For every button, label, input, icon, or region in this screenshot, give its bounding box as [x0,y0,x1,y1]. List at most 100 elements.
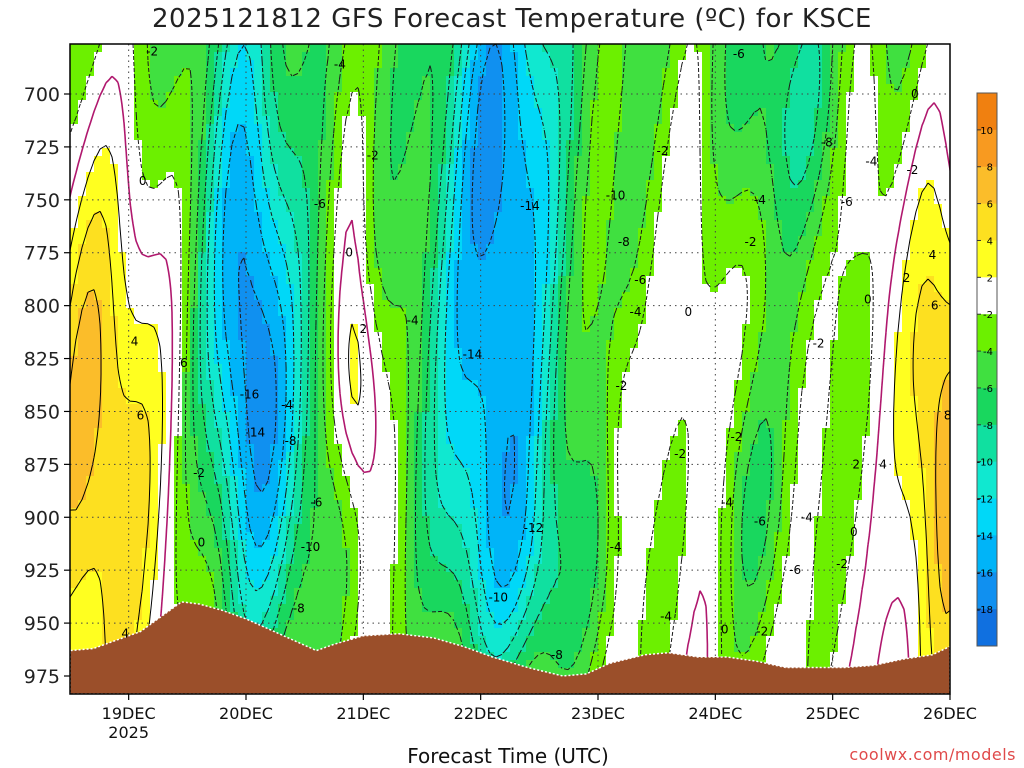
field-cell [622,372,631,381]
field-cell [662,396,671,405]
field-cell [662,244,671,253]
field-cell [566,68,575,77]
field-cell [446,132,455,141]
field-cell [934,68,943,77]
field-cell [934,92,943,101]
field-cell [614,372,623,381]
field-cell [734,316,743,325]
field-cell [214,324,223,333]
field-cell [742,92,751,101]
field-cell [822,396,831,405]
field-cell [422,172,431,181]
field-cell [862,52,871,61]
field-cell [366,228,375,237]
field-cell [398,124,407,133]
field-cell [646,84,655,93]
field-cell [894,244,903,253]
field-cell [182,76,191,85]
field-cell [614,84,623,93]
field-cell [662,172,671,181]
field-cell [926,324,935,333]
field-cell [110,396,119,405]
field-cell [590,388,599,397]
field-cell [398,68,407,77]
field-cell [70,44,79,53]
field-cell [774,364,783,373]
field-cell [102,324,111,333]
field-cell [574,100,583,109]
field-cell [350,276,359,285]
field-cell [894,332,903,341]
field-cell [870,148,879,157]
field-cell [726,316,735,325]
field-cell [678,348,687,357]
field-cell [398,332,407,341]
field-cell [790,308,799,317]
field-cell [86,324,95,333]
field-cell [398,292,407,301]
field-cell [158,52,167,61]
field-cell [454,68,463,77]
field-cell [758,108,767,117]
field-cell [478,364,487,373]
field-cell [526,236,535,245]
field-cell [334,108,343,117]
field-cell [678,76,687,85]
field-cell [910,244,919,253]
field-cell [838,308,847,317]
field-cell [774,284,783,293]
field-cell [318,252,327,261]
field-cell [710,84,719,93]
field-cell [198,140,207,149]
field-cell [486,220,495,229]
field-cell [310,204,319,213]
field-cell [542,92,551,101]
field-cell [190,260,199,269]
field-cell [174,260,183,269]
field-cell [126,124,135,133]
field-cell [230,324,239,333]
field-cell [910,180,919,189]
field-cell [886,276,895,285]
field-cell [822,44,831,53]
field-cell [78,372,87,381]
field-cell [438,380,447,389]
field-cell [270,404,279,413]
field-cell [502,372,511,381]
field-cell [518,164,527,173]
field-cell [726,172,735,181]
field-cell [702,260,711,269]
field-cell [694,348,703,357]
field-cell [702,68,711,77]
field-cell [462,84,471,93]
field-cell [206,356,215,365]
field-cell [86,156,95,165]
field-cell [854,84,863,93]
field-cell [726,156,735,165]
field-cell [334,292,343,301]
field-cell [926,124,935,133]
field-cell [382,316,391,325]
field-cell [142,108,151,117]
field-cell [366,76,375,85]
field-cell [558,76,567,85]
field-cell [902,84,911,93]
field-cell [318,356,327,365]
field-cell [126,180,135,189]
field-cell [630,388,639,397]
field-cell [518,228,527,237]
field-cell [742,300,751,309]
field-cell [78,188,87,197]
field-cell [926,260,935,269]
field-cell [302,388,311,397]
field-cell [726,348,735,357]
field-cell [70,148,79,157]
field-cell [574,364,583,373]
field-cell [534,84,543,93]
field-cell [590,300,599,309]
field-cell [910,300,919,309]
field-cell [494,164,503,173]
field-cell [78,52,87,61]
field-cell [614,164,623,173]
field-cell [918,44,927,53]
